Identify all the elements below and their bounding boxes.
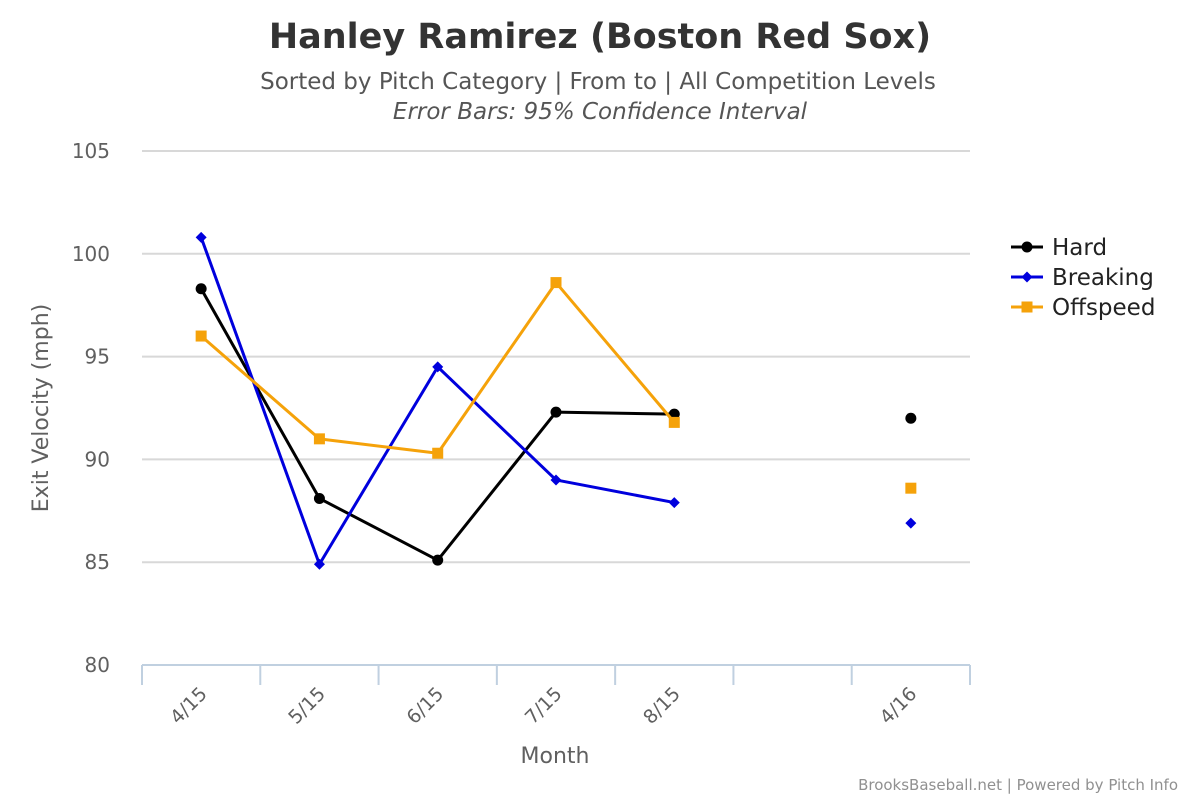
x-tick-label: 5/15 xyxy=(284,683,330,729)
data-point xyxy=(313,492,325,504)
y-tick-label: 80 xyxy=(85,653,110,677)
data-point xyxy=(550,277,562,289)
x-tick-label: 8/15 xyxy=(639,683,685,729)
data-point xyxy=(905,517,917,529)
data-point xyxy=(432,447,444,459)
chart-title: Hanley Ramirez (Boston Red Sox) xyxy=(269,17,931,57)
legend-item-offspeed[interactable]: Offspeed xyxy=(1011,295,1155,321)
data-point xyxy=(195,330,207,342)
legend-label: Breaking xyxy=(1052,265,1154,291)
data-point xyxy=(550,474,562,486)
series-offspeed xyxy=(195,277,917,494)
y-tick-label: 100 xyxy=(72,242,110,266)
data-point xyxy=(195,231,207,243)
legend-label: Offspeed xyxy=(1052,295,1155,321)
legend-item-hard[interactable]: Hard xyxy=(1011,235,1107,261)
credit-text[interactable]: BrooksBaseball.net | Powered by Pitch In… xyxy=(858,776,1178,794)
x-tick-label: 4/16 xyxy=(876,683,922,729)
legend-label: Hard xyxy=(1052,235,1107,261)
data-point xyxy=(432,361,444,373)
data-point xyxy=(313,433,325,445)
series-breaking xyxy=(195,231,917,570)
x-tick-label: 7/15 xyxy=(521,683,567,729)
legend-item-breaking[interactable]: Breaking xyxy=(1011,265,1154,291)
x-axis-title: Month xyxy=(521,744,590,769)
grid: 80 85 90 95 100 105 xyxy=(72,139,970,677)
legend-marker xyxy=(1021,271,1033,283)
data-point xyxy=(668,497,680,509)
series-group xyxy=(195,231,917,570)
data-point xyxy=(432,554,444,566)
x-tick-label: 6/15 xyxy=(403,683,449,729)
y-tick-label: 95 xyxy=(85,345,110,369)
chart-subtitle-error-bars: Error Bars: 95% Confidence Interval xyxy=(393,99,808,125)
legend-marker xyxy=(1021,301,1033,313)
series-line xyxy=(199,236,675,566)
chart-subtitle: Sorted by Pitch Category | From to | All… xyxy=(260,69,936,95)
legend-marker xyxy=(1021,241,1033,253)
y-axis-title: Exit Velocity (mph) xyxy=(29,304,54,512)
data-point xyxy=(668,416,680,428)
data-point xyxy=(313,558,325,570)
data-point xyxy=(195,283,207,295)
data-point xyxy=(550,406,562,418)
x-tick-label: 4/15 xyxy=(166,683,212,729)
data-point xyxy=(905,482,917,494)
x-axis: 4/15 5/15 6/15 7/15 8/15 4/16 xyxy=(141,664,971,729)
data-point xyxy=(905,412,917,424)
y-tick-label: 90 xyxy=(85,447,110,471)
series-line xyxy=(199,288,675,562)
y-tick-label: 105 xyxy=(72,139,110,163)
y-tick-label: 85 xyxy=(85,550,110,574)
legend[interactable]: Hard Breaking Offspeed xyxy=(1011,235,1155,321)
